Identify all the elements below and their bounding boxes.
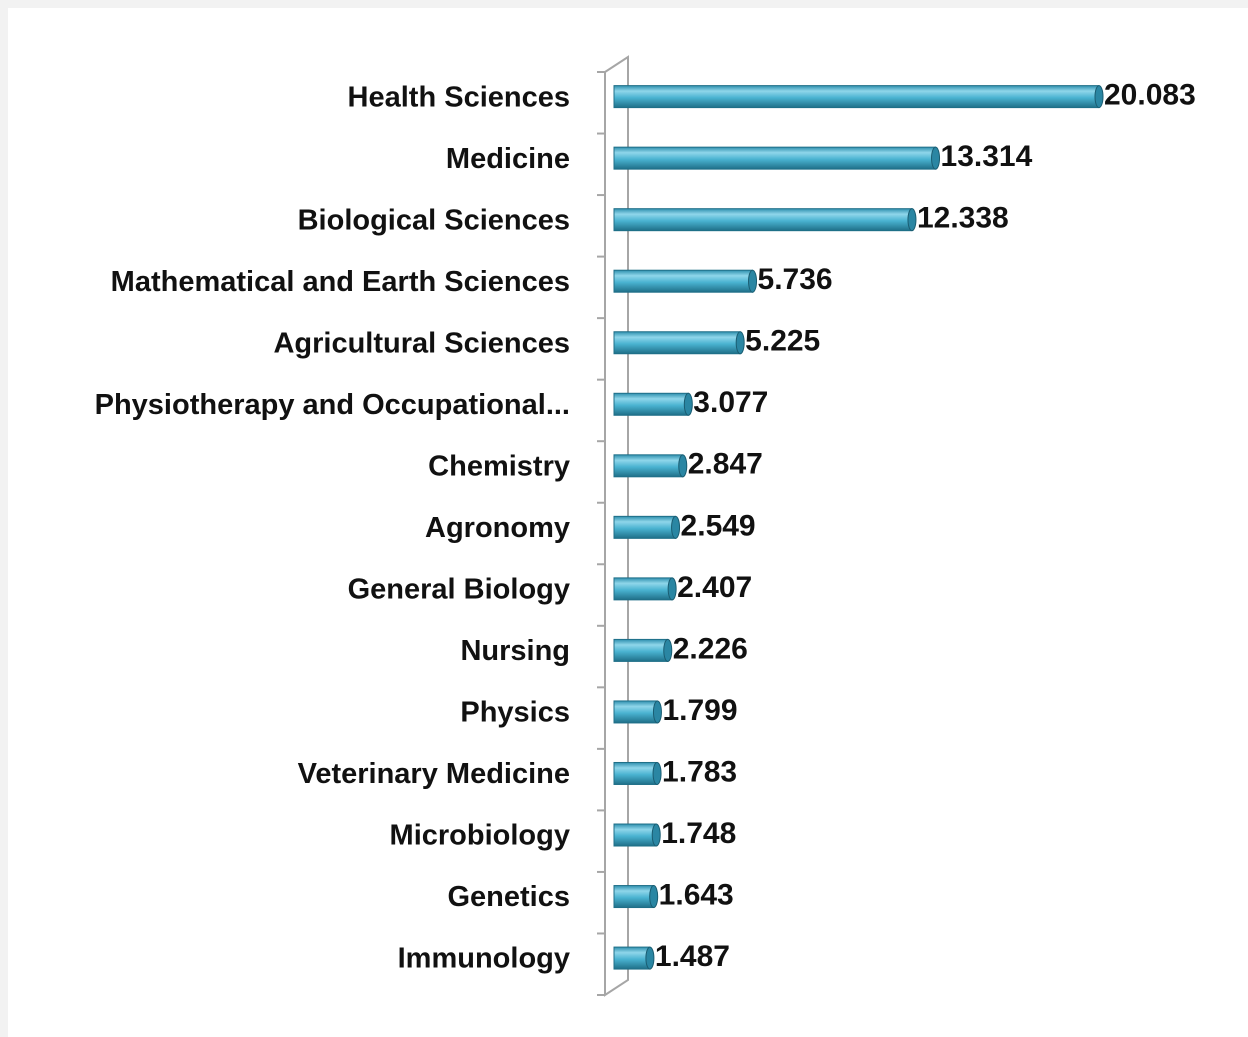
value-label: 2.549 [681, 509, 756, 542]
bar-cap [645, 946, 655, 970]
bar-cap [663, 638, 673, 662]
category-label: Agricultural Sciences [273, 327, 570, 359]
bar-cap [931, 146, 941, 170]
bar [613, 700, 658, 724]
bar-cap [748, 269, 758, 293]
category-label: Physics [460, 697, 570, 729]
category-label: Biological Sciences [298, 204, 570, 236]
bar-cap [907, 208, 917, 232]
value-label: 2.226 [673, 632, 748, 665]
category-label: Physiotherapy and Occupational... [95, 389, 570, 421]
value-label: 1.748 [661, 817, 736, 850]
bar-cap [1094, 85, 1104, 109]
value-label: 12.338 [917, 202, 1009, 235]
bar-cap [649, 885, 659, 909]
bar [613, 577, 673, 601]
category-label: Chemistry [428, 450, 570, 482]
category-label: Genetics [448, 881, 571, 913]
bar [613, 823, 657, 847]
bar-cap [652, 761, 662, 785]
category-label: Veterinary Medicine [298, 758, 570, 790]
category-label: General Biology [348, 574, 570, 606]
bar-cap [735, 331, 745, 355]
bar-cap [651, 823, 661, 847]
bar-cap [671, 515, 681, 539]
bar [613, 638, 669, 662]
category-label: Health Sciences [348, 81, 570, 113]
value-label: 13.314 [941, 140, 1033, 173]
category-label: Mathematical and Earth Sciences [111, 266, 570, 298]
category-label: Medicine [446, 143, 570, 175]
bar [613, 331, 741, 355]
value-label: 1.487 [655, 940, 730, 973]
bar [613, 885, 655, 909]
category-label: Nursing [460, 635, 570, 667]
value-label: 5.736 [758, 263, 833, 296]
bar-cap [652, 700, 662, 724]
bar [613, 146, 937, 170]
bar [613, 515, 677, 539]
value-label: 1.799 [662, 694, 737, 727]
bar-cap [678, 454, 688, 478]
bar-cap [667, 577, 677, 601]
value-label: 20.083 [1104, 79, 1196, 112]
value-label: 3.077 [693, 386, 768, 419]
value-label: 1.643 [659, 878, 734, 911]
category-label: Immunology [398, 943, 570, 975]
bar [613, 85, 1100, 109]
category-label: Agronomy [425, 512, 570, 544]
value-label: 2.407 [677, 571, 752, 604]
bar [613, 761, 658, 785]
bar [613, 208, 913, 232]
value-label: 5.225 [745, 325, 820, 358]
bar [613, 454, 684, 478]
value-label: 2.847 [688, 448, 763, 481]
value-label: 1.783 [662, 755, 737, 788]
category-label: Microbiology [390, 820, 570, 852]
bar [613, 392, 689, 416]
bar-cap [683, 392, 693, 416]
bar [613, 946, 651, 970]
bar [613, 269, 754, 293]
